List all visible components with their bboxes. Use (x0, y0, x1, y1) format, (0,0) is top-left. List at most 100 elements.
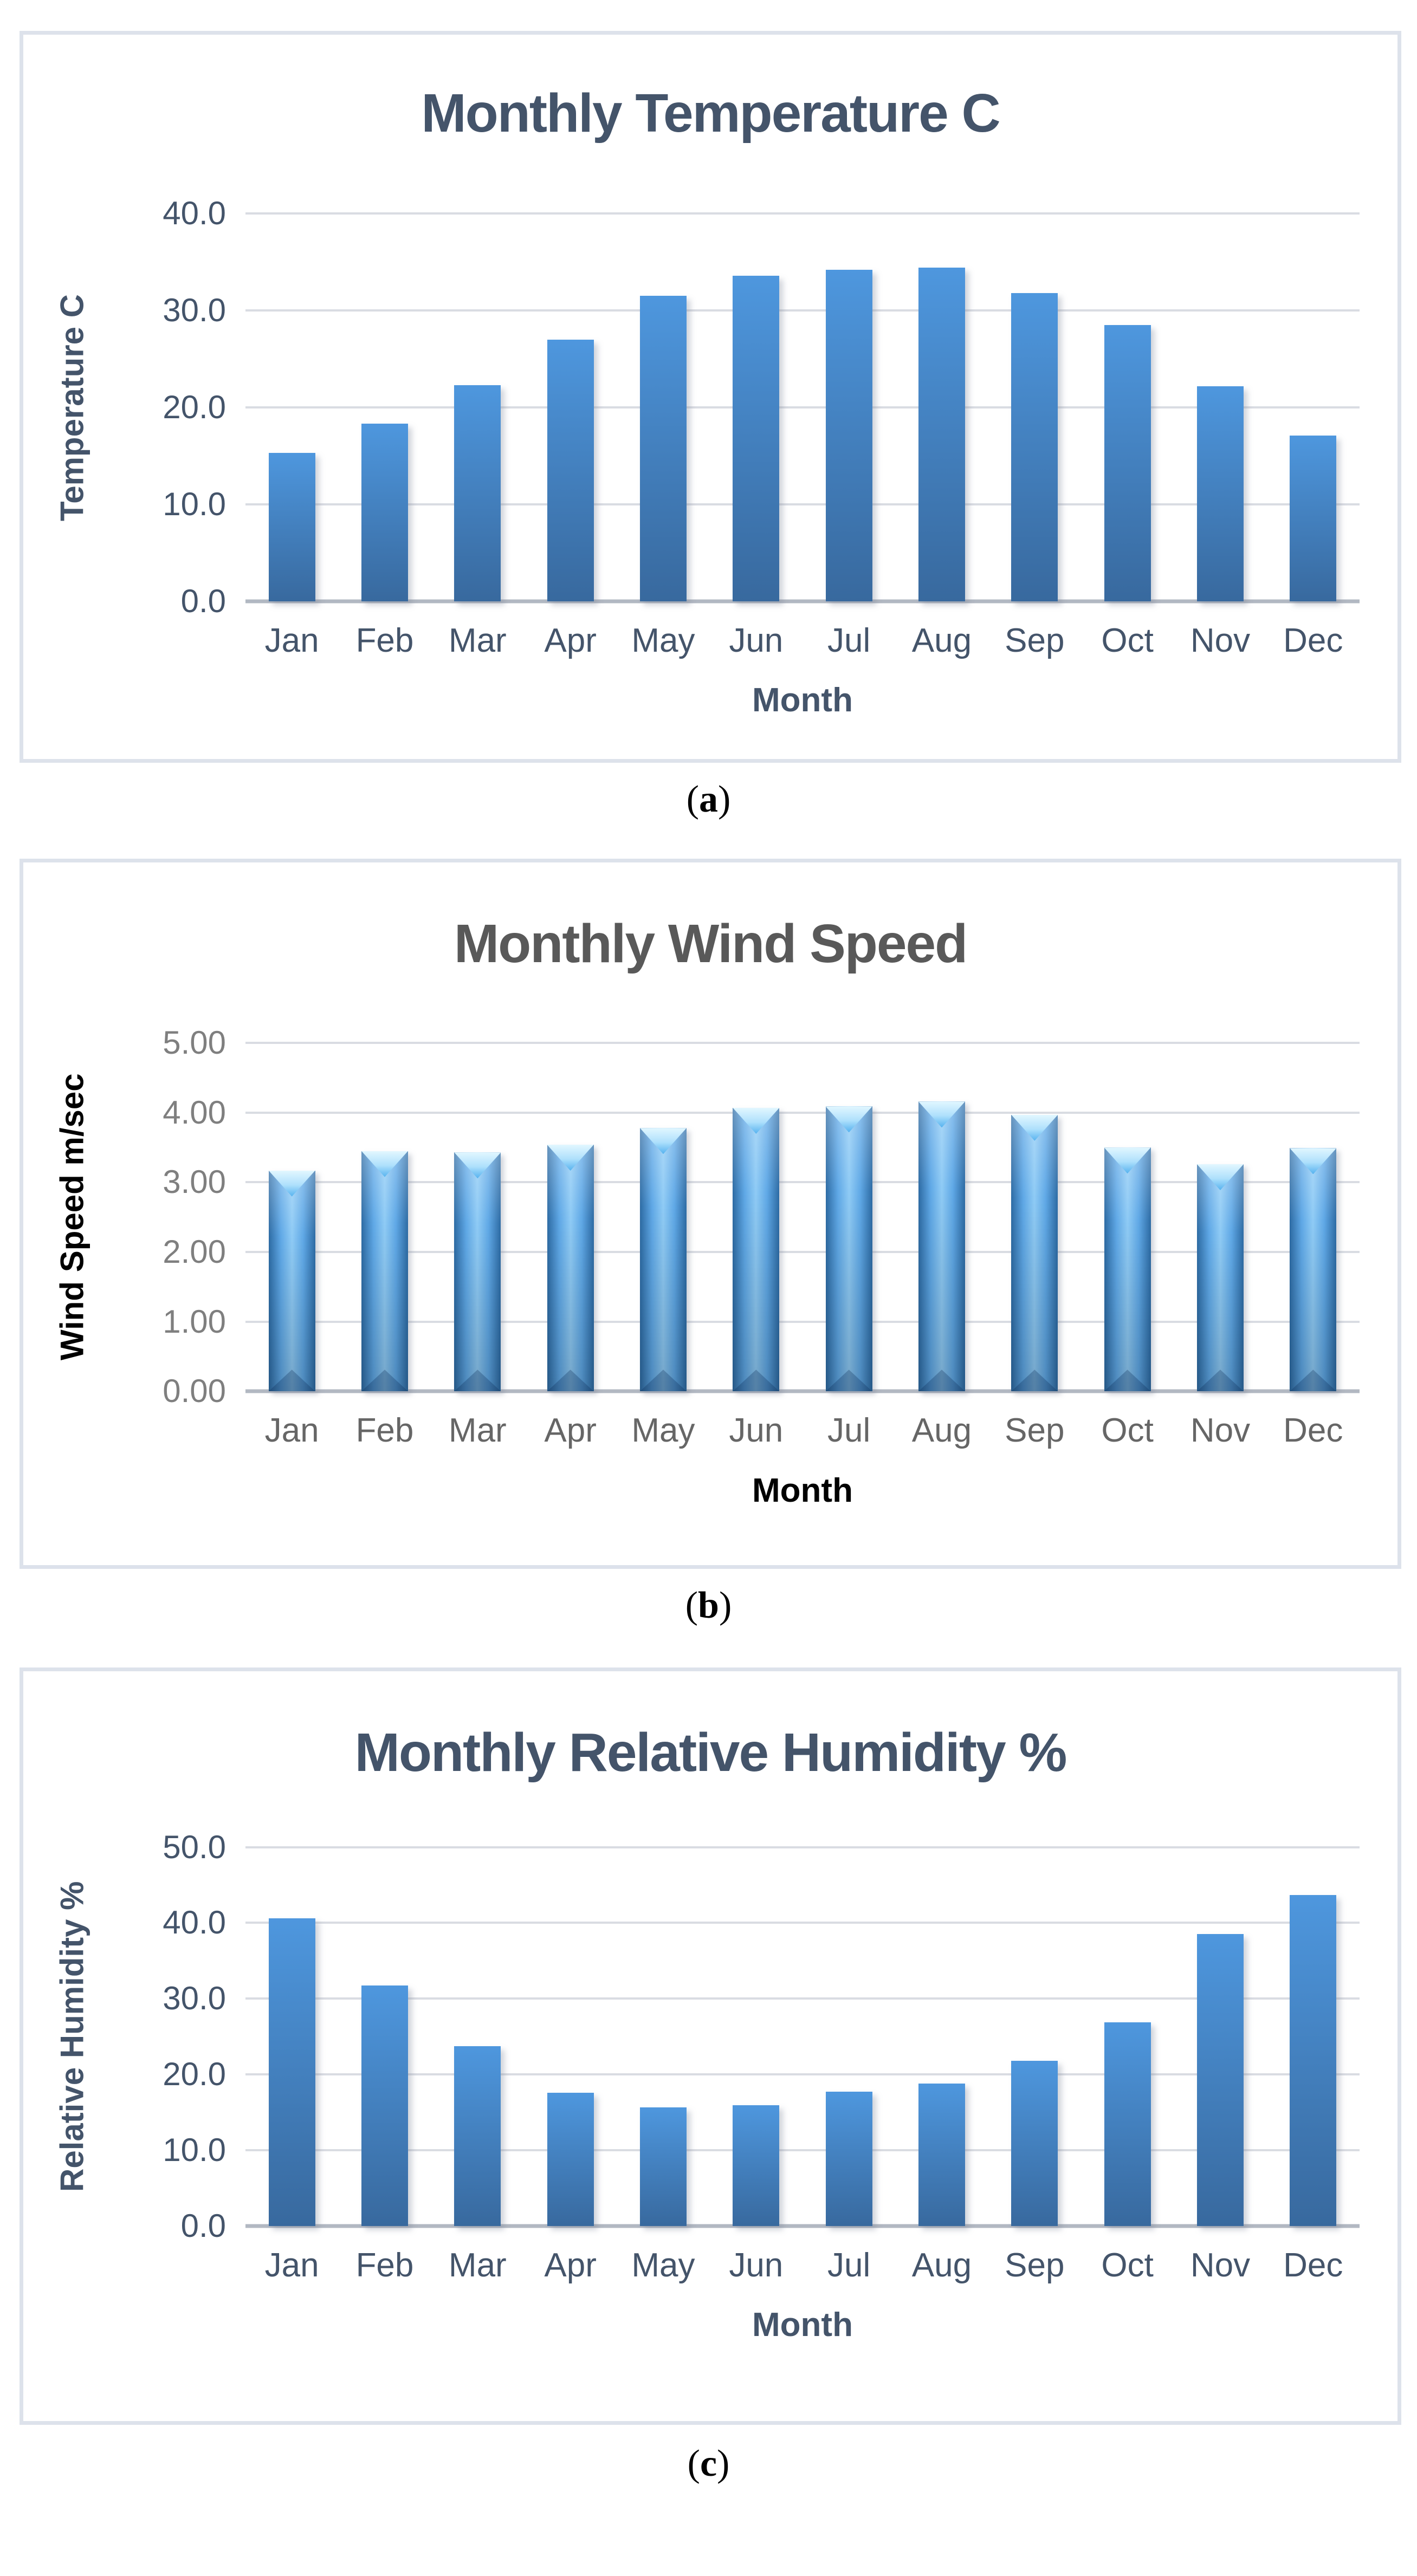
x-tick-label-jul: Jul (827, 1412, 871, 1450)
x-tick-labels-temperature: Jan Feb Mar Apr May Jun Jul Aug Sep Oct Nov Dec (245, 621, 1360, 661)
x-tick-label-sep: Sep (1005, 622, 1065, 659)
bar-slot (431, 1847, 524, 2226)
gridline (245, 309, 1360, 312)
bar-may (639, 296, 687, 601)
x-tick-label-apr: Apr (544, 622, 597, 659)
x-tick-label-jan: Jan (264, 1412, 319, 1450)
x-tick-label-jan: Jan (264, 2246, 319, 2284)
y-tick-labels-wind-speed: 5.00 4.00 3.00 2.00 1.00 0.00 (105, 1027, 245, 1407)
y-tick-labels-temperature: 40.0 30.0 20.0 10.0 0.0 (105, 197, 245, 618)
figure-caption-b: (b) (0, 1582, 1417, 1630)
x-axis-title-wind-speed: Month (752, 1471, 853, 1509)
gridline (245, 1846, 1360, 1848)
chart-title-wind-speed: Monthly Wind Speed (454, 913, 968, 975)
chart-panel-temperature: Monthly Temperature C Temperature C 40.0… (20, 31, 1401, 763)
x-tick-label-jul: Jul (827, 2246, 871, 2284)
chart-title-temperature: Monthly Temperature C (421, 83, 1000, 144)
bar-slot (1081, 1043, 1174, 1392)
x-tick-label-apr: Apr (544, 1412, 597, 1450)
x-axis-line (245, 599, 1360, 604)
bar-apr (547, 2092, 594, 2226)
y-tick-label: 0.00 (163, 1373, 226, 1410)
bar-slot (1267, 1847, 1360, 2226)
bar-slot (988, 213, 1081, 601)
bar-mar (454, 385, 501, 601)
x-tick-label-jul: Jul (827, 622, 871, 659)
x-tick-label-dec: Dec (1283, 2246, 1343, 2284)
y-tick-label: 2.00 (163, 1234, 226, 1270)
y-tick-label: 30.0 (163, 292, 226, 328)
bar-sep (1011, 1114, 1058, 1392)
chart-body-humidity: Relative Humidity % 50.0 40.0 30.0 20.0 10.0… (40, 1831, 1360, 2242)
gridline (245, 1111, 1360, 1114)
bar-slot (895, 1043, 988, 1392)
bar-slot (1174, 213, 1266, 601)
bar-slot (803, 1043, 895, 1392)
bar-slot (1081, 1847, 1174, 2226)
bar-slot (1174, 1847, 1266, 2226)
bar-slot (1267, 1043, 1360, 1392)
y-tick-label: 40.0 (163, 1904, 226, 1941)
x-tick-label-sep: Sep (1005, 2246, 1065, 2284)
bar-nov (1196, 1934, 1244, 2226)
bar-nov (1196, 1164, 1244, 1392)
x-tick-label-oct: Oct (1101, 622, 1154, 659)
gridline (245, 1042, 1360, 1044)
gridline (245, 1922, 1360, 1924)
caption-a-letter: a (699, 778, 718, 820)
y-tick-label: 40.0 (163, 195, 226, 231)
x-tick-label-oct: Oct (1101, 1412, 1154, 1450)
x-tick-labels-humidity: Jan Feb Mar Apr May Jun Jul Aug Sep Oct Nov Dec (245, 2246, 1360, 2286)
plot-area-humidity (245, 1846, 1360, 2228)
bar-slot (988, 1847, 1081, 2226)
gridline (245, 212, 1360, 215)
bar-oct (1104, 2022, 1151, 2226)
y-axis-title-wind-speed: Wind Speed m/sec (54, 1073, 90, 1361)
figure-caption-a: (a) (0, 776, 1417, 823)
x-tick-label-mar: Mar (448, 622, 507, 659)
y-tick-label: 10.0 (163, 2131, 226, 2168)
x-tick-label-mar: Mar (448, 2246, 507, 2284)
bar-slot (988, 1043, 1081, 1392)
bar-slot (1081, 213, 1174, 601)
x-tick-label-aug: Aug (911, 2246, 972, 2284)
bar-aug (918, 1101, 965, 1392)
y-tick-label: 5.00 (163, 1024, 226, 1061)
bar-mar (454, 2046, 501, 2226)
bar-slot (338, 1043, 431, 1392)
x-tick-label-nov: Nov (1190, 1412, 1251, 1450)
bar-slot (245, 213, 338, 601)
x-tick-label-mar: Mar (448, 1412, 507, 1450)
bar-slot (524, 1043, 617, 1392)
bar-aug (918, 2083, 965, 2226)
caption-c-close-paren: ) (717, 2443, 730, 2485)
gridline (245, 1251, 1360, 1254)
bar-jul (825, 1106, 872, 1392)
bar-slot (338, 213, 431, 601)
gridline (245, 1181, 1360, 1184)
bar-slot (710, 213, 803, 601)
bar-slot (617, 1043, 709, 1392)
chart-body-temperature: Temperature C 40.0 30.0 20.0 10.0 0.0 (40, 197, 1360, 618)
x-tick-label-nov: Nov (1190, 622, 1251, 659)
y-tick-label: 30.0 (163, 1980, 226, 2017)
bar-jun (733, 1107, 780, 1392)
y-tick-label: 0.0 (180, 583, 226, 619)
y-axis-title-temperature: Temperature C (54, 294, 90, 521)
bar-jun (733, 275, 780, 601)
bar-jul (825, 2092, 872, 2226)
bar-jul (825, 269, 872, 601)
y-tick-label: 20.0 (163, 389, 226, 425)
gridline (245, 1997, 1360, 2000)
plot-area-temperature (245, 212, 1360, 604)
bar-slot (895, 1847, 988, 2226)
x-tick-label-feb: Feb (355, 622, 414, 659)
x-axis-line (245, 2224, 1360, 2228)
bars-wind-speed (245, 1043, 1360, 1392)
bar-jan (268, 1918, 315, 2226)
bar-may (639, 1128, 687, 1392)
bar-slot (710, 1043, 803, 1392)
gridline (245, 503, 1360, 505)
caption-a-open-paren: ( (686, 778, 699, 820)
x-axis-title-temperature: Month (752, 682, 853, 719)
